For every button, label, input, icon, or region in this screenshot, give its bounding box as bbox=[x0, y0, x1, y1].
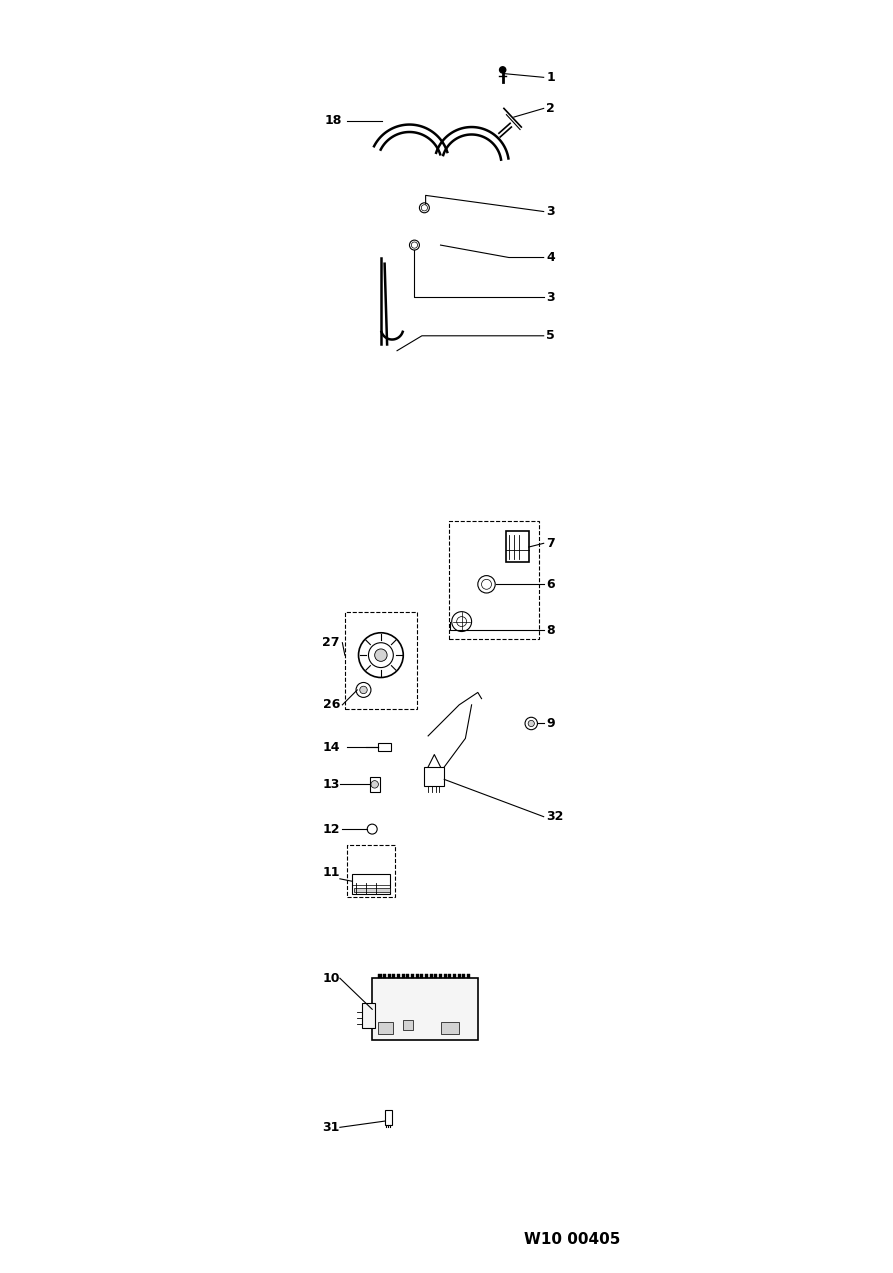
Circle shape bbox=[499, 66, 505, 73]
Text: W10 00405: W10 00405 bbox=[523, 1232, 620, 1246]
Text: 4: 4 bbox=[546, 251, 555, 264]
Bar bbox=[430, 975, 432, 978]
Bar bbox=[448, 975, 451, 978]
Bar bbox=[406, 975, 409, 978]
Bar bbox=[379, 743, 390, 751]
Bar bbox=[449, 521, 538, 639]
Circle shape bbox=[421, 205, 427, 211]
Bar bbox=[379, 975, 381, 978]
Text: 6: 6 bbox=[546, 578, 555, 591]
Bar bbox=[392, 975, 396, 978]
Bar bbox=[467, 975, 470, 978]
Bar bbox=[354, 887, 389, 892]
Text: 11: 11 bbox=[322, 866, 339, 880]
Text: 26: 26 bbox=[322, 699, 339, 712]
Circle shape bbox=[411, 242, 417, 248]
Bar bbox=[444, 975, 446, 978]
Text: 1: 1 bbox=[546, 71, 555, 84]
Text: 7: 7 bbox=[546, 537, 555, 550]
Bar bbox=[425, 975, 428, 978]
Bar bbox=[438, 975, 442, 978]
Text: 8: 8 bbox=[546, 624, 555, 636]
Bar bbox=[420, 975, 423, 978]
Bar bbox=[388, 975, 390, 978]
Bar bbox=[345, 611, 417, 709]
Circle shape bbox=[528, 721, 534, 727]
Bar bbox=[370, 777, 380, 792]
Text: 5: 5 bbox=[546, 330, 555, 342]
Text: 13: 13 bbox=[322, 778, 339, 791]
Text: 32: 32 bbox=[546, 810, 563, 824]
Bar bbox=[411, 975, 413, 978]
Text: 3: 3 bbox=[546, 205, 555, 218]
Bar bbox=[403, 1021, 413, 1030]
Text: 3: 3 bbox=[546, 290, 555, 304]
Text: 12: 12 bbox=[322, 822, 339, 835]
Circle shape bbox=[371, 780, 379, 788]
Bar bbox=[453, 975, 455, 978]
Bar bbox=[434, 975, 438, 978]
Text: 14: 14 bbox=[322, 741, 339, 754]
Bar bbox=[415, 975, 419, 978]
Bar bbox=[362, 1003, 374, 1027]
Circle shape bbox=[374, 649, 387, 662]
Bar bbox=[457, 975, 461, 978]
Bar bbox=[379, 1022, 393, 1034]
Bar bbox=[347, 845, 395, 897]
Text: 9: 9 bbox=[546, 717, 555, 729]
Bar bbox=[383, 975, 386, 978]
Text: 2: 2 bbox=[546, 102, 555, 115]
Bar bbox=[402, 975, 405, 978]
Circle shape bbox=[360, 686, 367, 694]
Bar bbox=[384, 1110, 392, 1125]
Bar bbox=[372, 978, 478, 1040]
Text: 10: 10 bbox=[322, 971, 339, 985]
Bar bbox=[352, 873, 389, 894]
Text: 27: 27 bbox=[322, 636, 339, 649]
Bar bbox=[462, 975, 465, 978]
Text: 31: 31 bbox=[322, 1120, 339, 1134]
Text: 18: 18 bbox=[325, 115, 342, 127]
Bar bbox=[440, 1022, 459, 1034]
Bar bbox=[506, 531, 529, 561]
Bar bbox=[424, 766, 444, 785]
Bar bbox=[396, 975, 400, 978]
